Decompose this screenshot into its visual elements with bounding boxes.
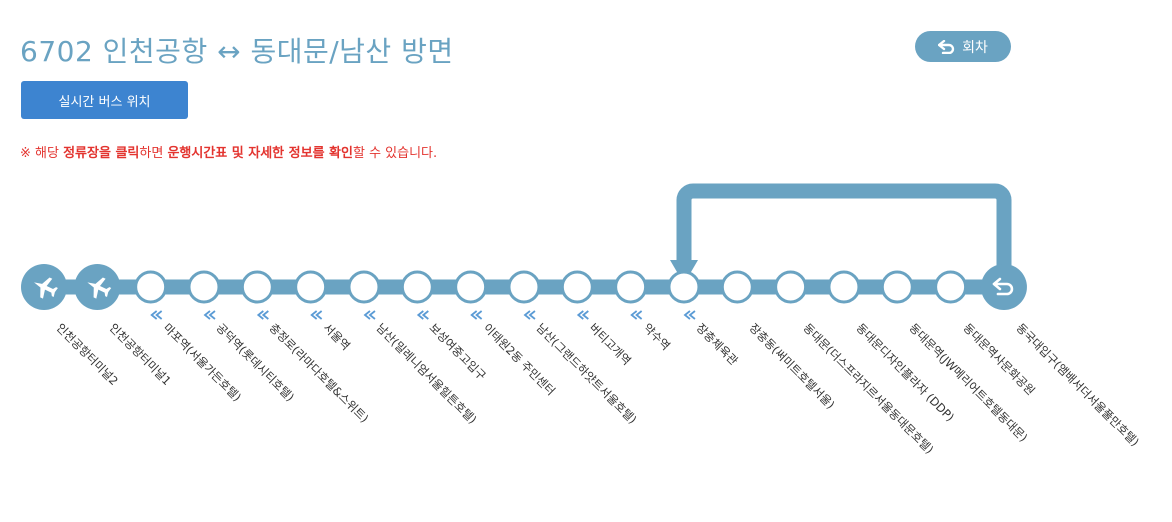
station-11[interactable] (614, 270, 648, 304)
station-marker[interactable] (720, 270, 754, 304)
station-3[interactable] (187, 270, 221, 304)
station-2[interactable] (134, 270, 168, 304)
airplane-icon (87, 277, 112, 299)
station-5[interactable] (294, 270, 328, 304)
direction-chevron-icon (416, 310, 429, 320)
station-7[interactable] (400, 270, 434, 304)
direction-chevron-icon (363, 310, 376, 320)
station-1[interactable] (74, 264, 121, 310)
direction-chevron-icon (683, 310, 696, 320)
live-bus-location-button[interactable]: 실시간 버스 위치 (21, 81, 188, 119)
direction-chevron-icon (576, 310, 589, 320)
station-14[interactable] (774, 270, 808, 304)
notice-part: 하면 (139, 146, 168, 161)
station-17[interactable] (934, 270, 968, 304)
direction-chevron-icon (523, 310, 536, 320)
station-marker[interactable] (880, 270, 914, 304)
notice-part: 할 수 있습니다. (352, 146, 438, 161)
station-12[interactable] (667, 270, 701, 304)
station-marker[interactable] (934, 270, 968, 304)
station-marker[interactable] (400, 270, 434, 304)
station-marker[interactable] (454, 270, 488, 304)
station-15[interactable] (827, 270, 861, 304)
direction-chevron-icon (150, 310, 163, 320)
return-button[interactable]: 회차 (915, 31, 1011, 62)
station-10[interactable] (560, 270, 594, 304)
return-arrow-icon (938, 39, 955, 54)
station-marker[interactable] (187, 270, 221, 304)
station-marker[interactable] (667, 270, 701, 304)
station-13[interactable] (720, 270, 754, 304)
notice-part: ※ 해당 (20, 146, 64, 161)
station-marker[interactable] (827, 270, 861, 304)
page-title: 6702 인천공항 ↔ 동대문/남산 방면 (20, 35, 454, 68)
station-9[interactable] (507, 270, 541, 304)
station-marker[interactable] (240, 270, 274, 304)
direction-chevron-icon (256, 310, 269, 320)
return-button-label: 회차 (962, 39, 988, 56)
station-16[interactable] (880, 270, 914, 304)
station-18[interactable] (980, 264, 1027, 310)
station-8[interactable] (454, 270, 488, 304)
turnaround-loop (676, 183, 1012, 286)
direction-chevron-icon (203, 310, 216, 320)
notice-emphasis: 정류장을 클릭 (63, 146, 140, 161)
direction-chevron-icon (310, 310, 323, 320)
station-marker[interactable] (980, 264, 1027, 310)
direction-chevron-icon (630, 310, 643, 320)
station-marker[interactable] (347, 270, 381, 304)
return-icon (992, 277, 1014, 296)
station-marker[interactable] (507, 270, 541, 304)
airplane-icon (34, 277, 58, 299)
station-marker[interactable] (294, 270, 328, 304)
station-0[interactable] (21, 264, 67, 310)
notice-emphasis: 운행시간표 및 자세한 정보를 확인 (167, 146, 353, 161)
notice-text: ※ 해당 정류장을 클릭하면 운행시간표 및 자세한 정보를 확인할 수 있습니… (20, 142, 437, 161)
station-marker[interactable] (134, 270, 168, 304)
station-4[interactable] (240, 270, 274, 304)
station-6[interactable] (347, 270, 381, 304)
station-marker[interactable] (560, 270, 594, 304)
station-marker[interactable] (614, 270, 648, 304)
station-marker[interactable] (774, 270, 808, 304)
direction-chevron-icon (470, 310, 483, 320)
